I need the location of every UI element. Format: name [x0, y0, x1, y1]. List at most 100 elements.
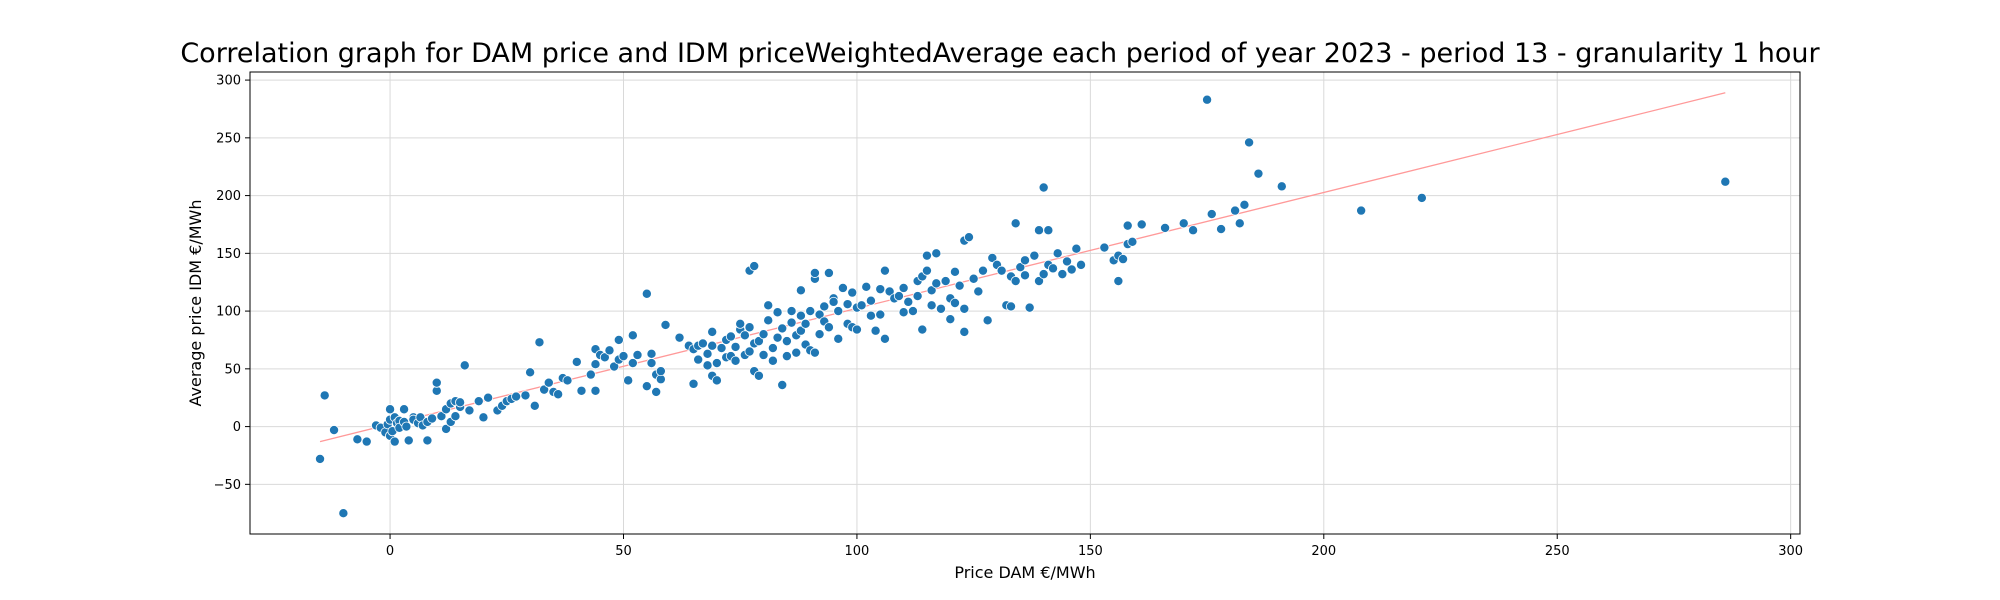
data-point [604, 345, 615, 356]
data-point [707, 326, 718, 337]
data-point [525, 367, 536, 378]
data-point [842, 299, 853, 310]
data-point [1720, 176, 1731, 187]
plot-frame [249, 71, 1801, 535]
data-point [711, 375, 722, 386]
data-point [753, 336, 764, 347]
data-point [1038, 182, 1049, 193]
data-point [730, 355, 741, 366]
data-point [791, 347, 802, 358]
data-point [1034, 276, 1045, 287]
data-point [1029, 250, 1040, 261]
data-point [781, 336, 792, 347]
data-point [795, 310, 806, 321]
data-point [744, 346, 755, 357]
data-point [772, 307, 783, 318]
grid-lines [250, 72, 1800, 534]
data-point [1230, 205, 1241, 216]
data-point [982, 315, 993, 326]
data-point [926, 285, 937, 296]
data-point [814, 309, 825, 320]
data-point [1118, 254, 1129, 265]
data-point [777, 380, 788, 391]
data-point [949, 297, 960, 308]
x-axis-ticks: 0 50 100 150 200 250 300 [386, 534, 1803, 559]
data-point [1005, 301, 1016, 312]
data-points [315, 94, 1731, 519]
data-point [875, 309, 886, 320]
data-point [464, 405, 475, 416]
data-point [711, 358, 722, 369]
data-point [809, 347, 820, 358]
data-point [749, 261, 760, 272]
x-axis-label: Price DAM €/MWh [954, 563, 1095, 582]
data-point [735, 318, 746, 329]
data-point [697, 338, 708, 349]
data-point [641, 381, 652, 392]
data-point [884, 286, 895, 297]
data-point [329, 425, 340, 436]
data-point [529, 400, 540, 411]
data-point [739, 330, 750, 341]
data-point [861, 281, 872, 292]
data-point [926, 300, 937, 311]
data-point [1099, 242, 1110, 253]
data-point [539, 384, 550, 395]
data-point [1057, 269, 1068, 280]
data-point [917, 324, 928, 335]
data-point [655, 366, 666, 377]
data-point [1136, 219, 1147, 230]
data-point [763, 315, 774, 326]
data-point [646, 348, 657, 359]
data-point [403, 435, 414, 446]
data-point [879, 265, 890, 276]
data-point [875, 284, 886, 295]
data-point [865, 310, 876, 321]
data-point [1239, 199, 1250, 210]
data-point [921, 250, 932, 261]
data-point [1202, 94, 1213, 105]
data-point [767, 343, 778, 354]
y-tick-label: 100 [216, 305, 241, 320]
data-point [716, 343, 727, 354]
data-point [1253, 168, 1264, 179]
data-point [1113, 276, 1124, 287]
y-axis-label: Average price IDM €/MWh [186, 200, 205, 407]
data-point [1216, 224, 1227, 235]
data-point [1038, 269, 1049, 280]
data-point [1122, 220, 1133, 231]
data-point [441, 423, 452, 434]
data-point [641, 288, 652, 299]
data-point [851, 324, 862, 335]
data-point [903, 296, 914, 307]
data-point [921, 265, 932, 276]
data-point [455, 397, 466, 408]
data-point [1356, 205, 1367, 216]
data-point [352, 434, 363, 445]
data-point [870, 325, 881, 336]
data-point [618, 351, 629, 362]
data-point [1066, 264, 1077, 275]
y-tick-label: 0 [233, 420, 241, 435]
data-point [361, 436, 372, 447]
data-point [623, 375, 634, 386]
data-point [758, 349, 769, 360]
data-point [401, 421, 412, 432]
data-point [1244, 137, 1255, 148]
data-point [315, 453, 326, 464]
data-point [436, 411, 447, 422]
x-tick-label: 0 [386, 544, 394, 559]
data-point [576, 385, 587, 396]
data-point [702, 360, 713, 371]
data-point [963, 232, 974, 243]
data-point [1416, 192, 1427, 203]
y-tick-label: 150 [216, 247, 241, 262]
x-tick-label: 200 [1311, 544, 1336, 559]
data-point [1010, 276, 1021, 287]
data-point [786, 306, 797, 317]
data-point [795, 325, 806, 336]
data-point [427, 413, 438, 424]
data-point [949, 266, 960, 277]
data-point [758, 329, 769, 340]
data-point [833, 306, 844, 317]
